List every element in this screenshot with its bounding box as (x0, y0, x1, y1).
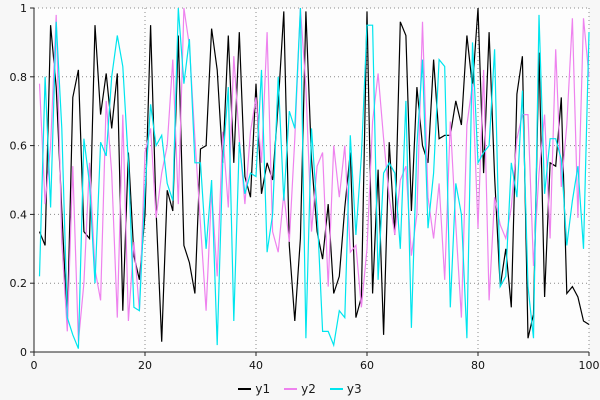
y-tick-label: 0.6 (10, 140, 28, 153)
series-line-y2 (38, 7, 590, 342)
legend-swatch-y1 (238, 388, 252, 390)
legend-swatch-y3 (329, 388, 343, 390)
y-tick-label: 0.8 (10, 71, 28, 84)
legend-label-y3: y3 (346, 382, 362, 396)
y-tick-label: 0.4 (10, 208, 28, 221)
chart-legend: y1 y2 y3 (0, 382, 600, 396)
legend-item-y2: y2 (284, 382, 316, 396)
y-tick-label: 1 (20, 2, 27, 15)
legend-item-y1: y1 (238, 382, 270, 396)
legend-swatch-y2 (284, 388, 298, 390)
x-tick-label: 0 (31, 359, 38, 372)
y-tick-label: 0.2 (10, 277, 28, 290)
x-tick-label: 80 (471, 359, 485, 372)
legend-item-y3: y3 (329, 382, 362, 396)
x-tick-label: 100 (579, 359, 600, 372)
x-tick-label: 20 (138, 359, 152, 372)
plot-area (34, 8, 589, 352)
y-tick-label: 0 (20, 346, 27, 359)
x-tick-label: 60 (360, 359, 374, 372)
series-line-y3 (38, 7, 590, 349)
legend-label-y2: y2 (301, 382, 316, 396)
x-tick-label: 40 (249, 359, 263, 372)
legend-label-y1: y1 (255, 382, 271, 396)
